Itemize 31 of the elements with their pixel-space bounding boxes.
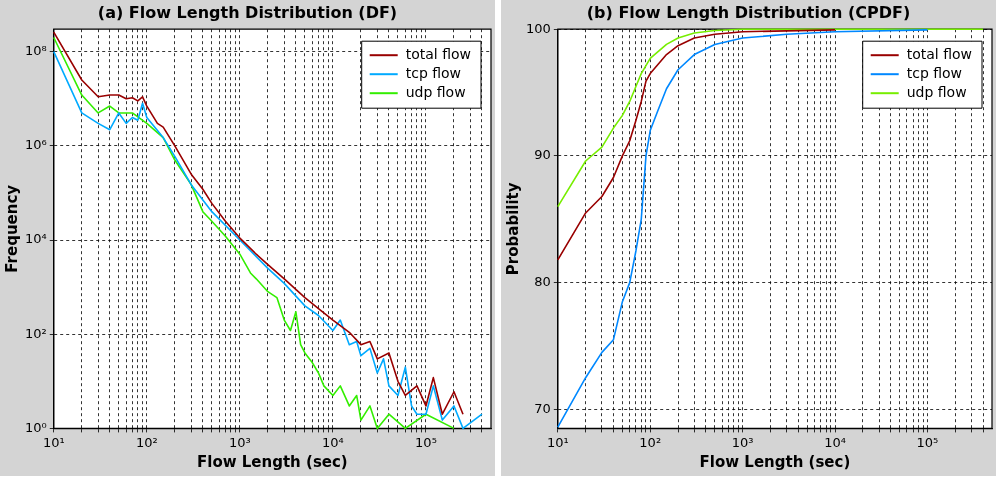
legend-label: tcp flow <box>906 64 963 81</box>
x-tick-label: 10² <box>135 434 158 450</box>
x-tick-label: 10³ <box>731 434 754 450</box>
x-tick-label: 10¹ <box>42 434 65 450</box>
x-axis-title: Flow Length (sec) <box>699 452 851 471</box>
x-tick-label: 10⁴ <box>824 434 846 450</box>
x-tick-label: 10¹ <box>546 434 569 450</box>
y-tick-label: 80 <box>534 274 551 290</box>
y-tick-label: 90 <box>534 147 551 163</box>
y-tick-label: 10⁸ <box>24 43 47 59</box>
legend-label: total flow <box>405 45 471 62</box>
legend-label: udp flow <box>405 83 466 100</box>
y-axis-title: Frequency <box>2 184 21 273</box>
legend-label: udp flow <box>906 83 967 100</box>
x-tick-label: 10⁵ <box>415 434 437 450</box>
y-tick-label: 10⁴ <box>24 231 47 247</box>
y-tick-label: 10⁰ <box>24 419 47 435</box>
legend-label: tcp flow <box>405 64 462 81</box>
x-tick-label: 10³ <box>228 434 251 450</box>
x-axis-title: Flow Length (sec) <box>197 452 348 471</box>
x-tick-label: 10² <box>639 434 662 450</box>
y-axis-title: Probability <box>503 182 522 276</box>
chart-title: (b) Flow Length Distribution (CPDF) <box>586 2 911 22</box>
x-tick-label: 10⁴ <box>322 434 344 450</box>
legend-label: total flow <box>906 45 972 62</box>
y-tick-label: 100 <box>525 20 551 36</box>
y-tick-label: 10⁶ <box>24 137 47 153</box>
y-tick-label: 70 <box>534 400 551 416</box>
chart-title: (a) Flow Length Distribution (DF) <box>97 2 398 22</box>
x-tick-label: 10⁵ <box>916 434 939 450</box>
y-tick-label: 10² <box>24 325 47 341</box>
